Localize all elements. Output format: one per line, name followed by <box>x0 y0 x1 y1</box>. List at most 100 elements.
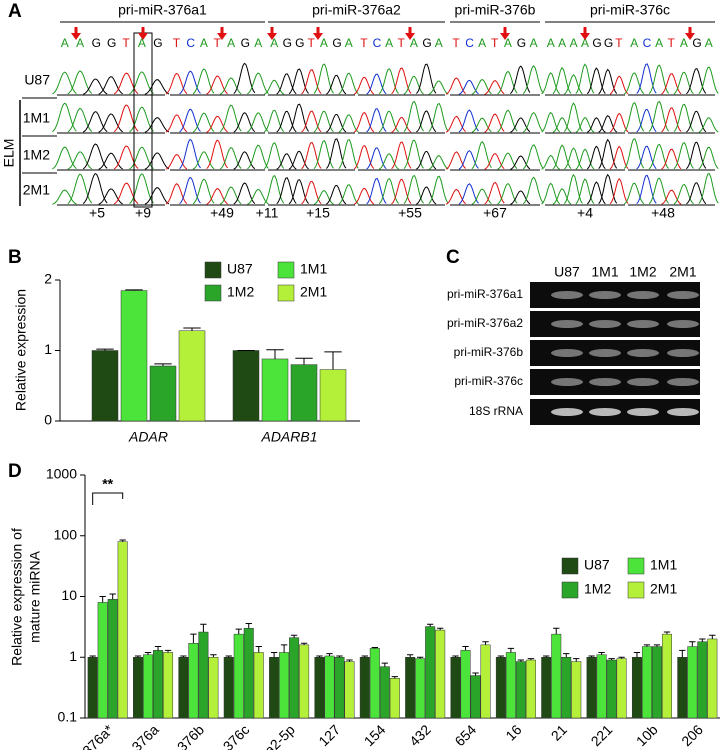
bar <box>707 638 718 719</box>
row-label: 1M2 <box>23 147 50 163</box>
error-bar <box>462 646 469 651</box>
gel-band <box>627 378 659 386</box>
group-header: pri-miR-376c <box>590 2 670 18</box>
error-bar <box>543 655 550 658</box>
trace-peak <box>82 172 108 204</box>
panel-label: D <box>8 461 22 482</box>
trace-peak <box>471 78 492 95</box>
bar <box>243 628 254 719</box>
trace-peak <box>661 148 682 170</box>
bar <box>561 657 572 719</box>
error-bar <box>183 327 201 331</box>
trace-peak <box>144 187 170 205</box>
bar <box>91 350 119 422</box>
arrow-head <box>138 33 148 40</box>
arrow-head <box>685 33 695 40</box>
error-bar <box>134 655 142 658</box>
legend-label: 2M1 <box>300 284 327 300</box>
trace-peak <box>471 141 492 170</box>
trace-peak <box>391 178 412 205</box>
trace-peak <box>301 68 322 95</box>
trace-peak <box>354 187 375 205</box>
bar <box>379 666 390 719</box>
trace-peak <box>98 152 123 170</box>
trace-peak <box>698 172 719 204</box>
trace-peak <box>247 72 269 95</box>
trace-peak <box>353 112 375 133</box>
error-bar <box>164 649 172 653</box>
position-label: +48 <box>651 205 675 221</box>
gel-band <box>627 320 659 328</box>
trace-peak <box>403 174 424 205</box>
bar <box>149 365 177 422</box>
trace-peak <box>366 73 387 95</box>
legend-label: 1M2 <box>227 284 254 300</box>
legend-label: 2M1 <box>650 581 677 597</box>
trace-peak <box>510 190 531 205</box>
trace-peak <box>428 155 449 170</box>
error-bar <box>99 596 106 603</box>
x-tick-label: ADARB1 <box>260 429 317 445</box>
gel-band <box>627 349 659 357</box>
bar <box>405 657 416 719</box>
bar <box>290 364 318 422</box>
bar <box>178 657 189 719</box>
error-bar <box>89 655 96 658</box>
position-label: +5 <box>89 205 105 221</box>
arrow-head <box>71 33 81 40</box>
trace-peak <box>219 77 242 95</box>
bar <box>697 641 708 719</box>
gel-band <box>551 408 583 416</box>
bar <box>314 657 325 719</box>
trace-peak <box>541 72 560 95</box>
y-tick-label: 10 <box>61 587 77 603</box>
trace-peak <box>378 110 399 133</box>
arrow-head <box>405 33 415 40</box>
gel-row-label: pri-miR-376a2 <box>447 316 523 330</box>
gel-band <box>667 408 699 416</box>
trace-peak <box>192 178 215 205</box>
error-bar <box>326 653 333 656</box>
legend-swatch <box>204 284 222 302</box>
trace-peak <box>52 102 77 133</box>
trace-peak <box>497 152 518 170</box>
bar <box>359 657 370 719</box>
gel-band <box>667 291 699 299</box>
bar <box>661 633 672 719</box>
trace-peak <box>497 182 518 205</box>
trace-peak <box>192 151 215 170</box>
error-bar <box>280 644 288 653</box>
trace-peak <box>233 182 256 205</box>
trace-peak <box>586 181 606 205</box>
error-bar <box>643 644 651 647</box>
error-bar <box>119 539 126 542</box>
legend-swatch <box>204 261 222 279</box>
error-bar <box>295 357 313 365</box>
error-bar <box>346 659 353 662</box>
error-bar <box>371 646 378 649</box>
error-bar <box>180 655 187 658</box>
trace-peak <box>98 113 123 133</box>
y-axis-label: Relative expression of <box>9 528 25 666</box>
error-bar <box>381 662 388 667</box>
trace-peak <box>661 107 682 133</box>
bar <box>415 658 426 719</box>
trace-peak <box>247 144 269 170</box>
trace-peak <box>563 102 583 132</box>
lane-label: 1M1 <box>591 264 618 280</box>
error-bar <box>663 631 671 635</box>
trace-peak <box>522 144 544 170</box>
error-bar <box>300 642 308 645</box>
trace-peak <box>673 71 694 95</box>
trace-peak <box>338 138 359 170</box>
error-bar <box>391 676 398 679</box>
legend-swatch <box>561 581 579 599</box>
trace-peak <box>636 108 657 133</box>
trace-peak <box>623 72 645 95</box>
error-bar <box>618 656 625 659</box>
gel-band <box>589 349 621 357</box>
bar <box>389 678 400 719</box>
trace-peak <box>366 147 387 170</box>
